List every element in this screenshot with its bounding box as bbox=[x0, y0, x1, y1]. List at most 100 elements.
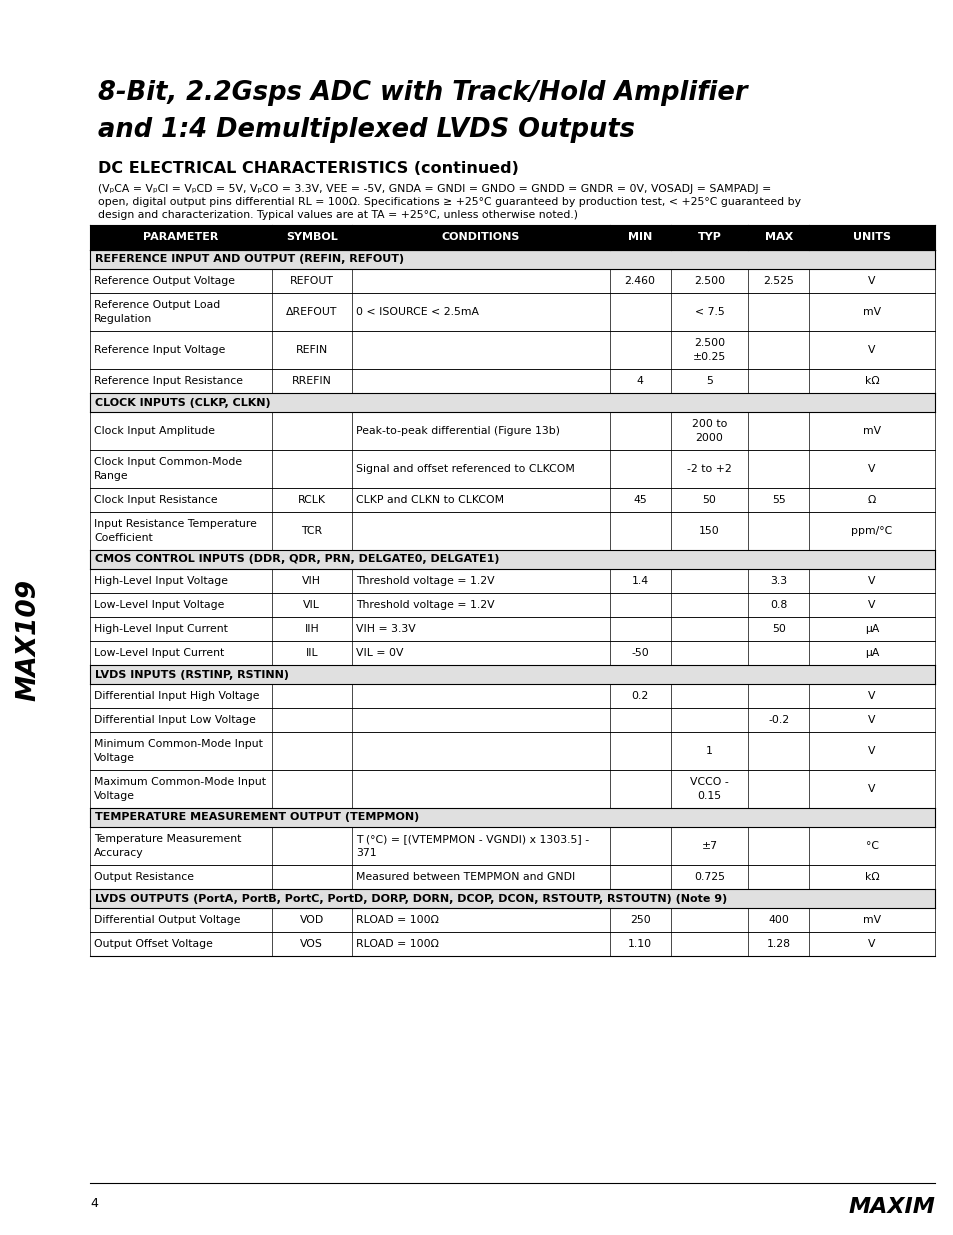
Text: 0.725: 0.725 bbox=[693, 872, 724, 882]
Text: 1.28: 1.28 bbox=[766, 939, 790, 948]
Text: Input Resistance Temperature: Input Resistance Temperature bbox=[94, 519, 256, 529]
Text: open, digital output pins differential RL = 100Ω. Specifications ≥ +25°C guarant: open, digital output pins differential R… bbox=[98, 198, 801, 207]
Text: Range: Range bbox=[94, 471, 129, 480]
Bar bbox=[90, 889, 934, 908]
Text: ±7: ±7 bbox=[700, 841, 717, 851]
Text: V: V bbox=[867, 576, 875, 585]
Text: 1.4: 1.4 bbox=[631, 576, 648, 585]
Text: kΩ: kΩ bbox=[863, 872, 879, 882]
Text: TEMPERATURE MEASUREMENT OUTPUT (TEMPMON): TEMPERATURE MEASUREMENT OUTPUT (TEMPMON) bbox=[95, 813, 418, 823]
Bar bbox=[90, 225, 934, 249]
Text: Measured between TEMPMON and GNDI: Measured between TEMPMON and GNDI bbox=[355, 872, 575, 882]
Text: 250: 250 bbox=[629, 915, 650, 925]
Text: VIH = 3.3V: VIH = 3.3V bbox=[355, 624, 416, 634]
Text: CONDITIONS: CONDITIONS bbox=[441, 232, 519, 242]
Text: High-Level Input Current: High-Level Input Current bbox=[94, 624, 228, 634]
Text: UNITS: UNITS bbox=[852, 232, 890, 242]
Text: and 1:4 Demultiplexed LVDS Outputs: and 1:4 Demultiplexed LVDS Outputs bbox=[98, 117, 635, 143]
Text: 3.3: 3.3 bbox=[769, 576, 786, 585]
Text: Voltage: Voltage bbox=[94, 753, 135, 763]
Text: V: V bbox=[867, 715, 875, 725]
Text: LVDS OUTPUTS (PortA, PortB, PortC, PortD, DORP, DORN, DCOP, DCON, RSTOUTP, RSTOU: LVDS OUTPUTS (PortA, PortB, PortC, PortD… bbox=[95, 893, 726, 904]
Text: 200 to: 200 to bbox=[691, 419, 726, 429]
Text: 0.8: 0.8 bbox=[769, 600, 786, 610]
Text: mV: mV bbox=[862, 308, 881, 317]
Text: PARAMETER: PARAMETER bbox=[143, 232, 218, 242]
Text: 55: 55 bbox=[771, 495, 784, 505]
Text: Threshold voltage = 1.2V: Threshold voltage = 1.2V bbox=[355, 576, 494, 585]
Text: Low-Level Input Current: Low-Level Input Current bbox=[94, 648, 224, 658]
Text: TYP: TYP bbox=[697, 232, 720, 242]
Text: 2.500: 2.500 bbox=[693, 275, 724, 287]
Text: V: V bbox=[867, 464, 875, 474]
Text: Threshold voltage = 1.2V: Threshold voltage = 1.2V bbox=[355, 600, 494, 610]
Text: ppm/°C: ppm/°C bbox=[850, 526, 892, 536]
Text: 2000: 2000 bbox=[695, 433, 722, 443]
Text: VOS: VOS bbox=[300, 939, 323, 948]
Text: design and characterization. Typical values are at TA = +25°C, unless otherwise : design and characterization. Typical val… bbox=[98, 210, 578, 220]
Text: RLOAD = 100Ω: RLOAD = 100Ω bbox=[355, 915, 438, 925]
Text: CLOCK INPUTS (CLKP, CLKN): CLOCK INPUTS (CLKP, CLKN) bbox=[95, 398, 271, 408]
Text: 50: 50 bbox=[701, 495, 716, 505]
Text: Peak-to-peak differential (Figure 13b): Peak-to-peak differential (Figure 13b) bbox=[355, 426, 559, 436]
Text: Accuracy: Accuracy bbox=[94, 848, 144, 858]
Text: Regulation: Regulation bbox=[94, 314, 152, 324]
Text: VIH: VIH bbox=[302, 576, 321, 585]
Text: 8-Bit, 2.2Gsps ADC with Track/Hold Amplifier: 8-Bit, 2.2Gsps ADC with Track/Hold Ampli… bbox=[98, 80, 747, 106]
Text: Differential Output Voltage: Differential Output Voltage bbox=[94, 915, 240, 925]
Text: Reference Output Voltage: Reference Output Voltage bbox=[94, 275, 234, 287]
Text: V: V bbox=[867, 275, 875, 287]
Text: T (°C) = [(VTEMPMON - VGNDI) x 1303.5] -: T (°C) = [(VTEMPMON - VGNDI) x 1303.5] - bbox=[355, 834, 588, 844]
Text: Reference Output Load: Reference Output Load bbox=[94, 300, 220, 310]
Text: -50: -50 bbox=[631, 648, 648, 658]
Text: 0.15: 0.15 bbox=[697, 790, 720, 802]
Text: Temperature Measurement: Temperature Measurement bbox=[94, 834, 241, 844]
Text: < 7.5: < 7.5 bbox=[694, 308, 723, 317]
Text: 150: 150 bbox=[699, 526, 719, 536]
Bar bbox=[90, 550, 934, 569]
Text: REFERENCE INPUT AND OUTPUT (REFIN, REFOUT): REFERENCE INPUT AND OUTPUT (REFIN, REFOU… bbox=[95, 254, 404, 264]
Text: LVDS INPUTS (RSTINP, RSTINN): LVDS INPUTS (RSTINP, RSTINN) bbox=[95, 669, 289, 679]
Bar bbox=[90, 393, 934, 412]
Text: 2.500: 2.500 bbox=[693, 338, 724, 348]
Text: °C: °C bbox=[864, 841, 878, 851]
Text: MAX109: MAX109 bbox=[15, 579, 41, 701]
Text: Low-Level Input Voltage: Low-Level Input Voltage bbox=[94, 600, 224, 610]
Text: CMOS CONTROL INPUTS (DDR, QDR, PRN, DELGATE0, DELGATE1): CMOS CONTROL INPUTS (DDR, QDR, PRN, DELG… bbox=[95, 555, 499, 564]
Text: V: V bbox=[867, 784, 875, 794]
Text: Reference Input Voltage: Reference Input Voltage bbox=[94, 345, 225, 354]
Text: RCLK: RCLK bbox=[297, 495, 326, 505]
Text: REFIN: REFIN bbox=[295, 345, 328, 354]
Text: (VₚCA = VₚCl = VₚCD = 5V, VₚCO = 3.3V, VEE = -5V, GNDA = GNDI = GNDO = GNDD = GN: (VₚCA = VₚCl = VₚCD = 5V, VₚCO = 3.3V, V… bbox=[98, 184, 770, 194]
Text: Clock Input Resistance: Clock Input Resistance bbox=[94, 495, 217, 505]
Text: 371: 371 bbox=[355, 848, 376, 858]
Text: V: V bbox=[867, 600, 875, 610]
Text: 45: 45 bbox=[633, 495, 646, 505]
Text: 1: 1 bbox=[705, 746, 712, 756]
Text: 400: 400 bbox=[767, 915, 788, 925]
Bar bbox=[90, 249, 934, 269]
Text: 1.10: 1.10 bbox=[627, 939, 652, 948]
Text: Maximum Common-Mode Input: Maximum Common-Mode Input bbox=[94, 777, 266, 787]
Text: 4: 4 bbox=[90, 1197, 98, 1210]
Text: V: V bbox=[867, 345, 875, 354]
Text: VIL: VIL bbox=[303, 600, 320, 610]
Text: VIL = 0V: VIL = 0V bbox=[355, 648, 403, 658]
Text: RLOAD = 100Ω: RLOAD = 100Ω bbox=[355, 939, 438, 948]
Text: 5: 5 bbox=[705, 375, 712, 387]
Text: 0 < ISOURCE < 2.5mA: 0 < ISOURCE < 2.5mA bbox=[355, 308, 478, 317]
Text: V: V bbox=[867, 692, 875, 701]
Text: Output Resistance: Output Resistance bbox=[94, 872, 193, 882]
Text: SYMBOL: SYMBOL bbox=[286, 232, 337, 242]
Text: TCR: TCR bbox=[301, 526, 322, 536]
Text: RREFIN: RREFIN bbox=[292, 375, 332, 387]
Text: mV: mV bbox=[862, 426, 881, 436]
Text: Signal and offset referenced to CLKCOM: Signal and offset referenced to CLKCOM bbox=[355, 464, 575, 474]
Text: 2.525: 2.525 bbox=[762, 275, 793, 287]
Text: Differential Input Low Voltage: Differential Input Low Voltage bbox=[94, 715, 255, 725]
Text: IIL: IIL bbox=[305, 648, 317, 658]
Text: MAX: MAX bbox=[763, 232, 792, 242]
Text: 50: 50 bbox=[771, 624, 784, 634]
Text: V: V bbox=[867, 939, 875, 948]
Text: VOD: VOD bbox=[299, 915, 324, 925]
